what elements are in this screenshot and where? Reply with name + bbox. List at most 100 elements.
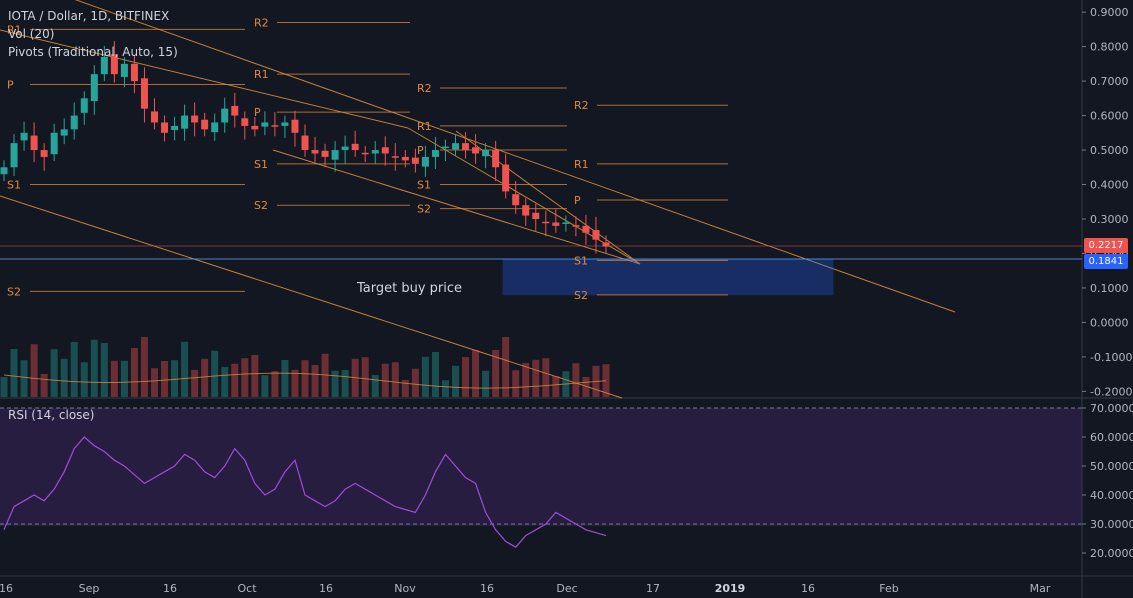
volume-bar	[40, 374, 48, 397]
volume-bar	[271, 371, 279, 397]
pivot-label-r2: R2	[417, 82, 432, 95]
volume-bar	[371, 375, 379, 397]
pivot-label-p: P	[417, 144, 424, 157]
candle-body	[80, 98, 88, 113]
candle-body	[50, 132, 58, 155]
volume-bar	[80, 362, 88, 397]
volume-bar	[452, 365, 459, 397]
volume-bar	[201, 358, 209, 397]
candle-body	[90, 74, 98, 102]
volume-bar	[552, 376, 560, 397]
candle-body	[20, 132, 28, 141]
candle-body	[301, 135, 309, 151]
candle-body	[161, 122, 169, 133]
volume-bar	[391, 362, 399, 397]
candle-body	[552, 222, 560, 226]
candle-body	[602, 242, 610, 247]
rsi-indicator-label[interactable]: RSI (14, close)	[8, 408, 95, 422]
volume-bar	[492, 350, 500, 397]
candle-body	[30, 135, 38, 151]
rsi-tick-label: 20.0000	[1090, 547, 1133, 560]
time-tick-label: 16	[480, 582, 494, 595]
rsi-line	[3, 436, 607, 548]
time-tick-label: 16	[163, 582, 177, 595]
volume-bar	[311, 365, 319, 397]
volume-bar	[221, 367, 229, 397]
candle-body	[181, 115, 189, 129]
candle-body	[311, 150, 319, 154]
pivot-label-s2: S2	[254, 199, 268, 212]
volume-bar	[251, 355, 259, 397]
candle-body	[70, 115, 78, 130]
candle-body	[110, 54, 118, 75]
candle-body	[100, 56, 108, 75]
candle-body	[542, 221, 550, 224]
candle-body	[361, 152, 369, 155]
volume-bar	[100, 343, 108, 397]
pivot-label-s2: S2	[417, 203, 431, 216]
volume-bar	[10, 349, 18, 397]
volume-bar	[120, 360, 128, 397]
candle-body	[532, 212, 540, 219]
pivot-label-s1: S1	[7, 179, 21, 192]
candle-body	[421, 156, 429, 167]
time-tick-label: 17	[646, 582, 660, 595]
price-tick-label: 0.3000	[1090, 213, 1129, 226]
symbol-title: IOTA / Dollar, 1D, BITFINEX	[8, 9, 170, 23]
candle-body	[191, 115, 199, 123]
price-tick-label: 0.4000	[1090, 179, 1129, 192]
candle-body	[452, 143, 459, 150]
volume-bar	[261, 375, 269, 397]
trendline	[272, 149, 641, 265]
rsi-tick-label: 60.0000	[1090, 431, 1133, 444]
volume-bar	[572, 363, 580, 397]
volume-bar	[462, 357, 470, 397]
volume-bar	[381, 363, 389, 397]
price-tick-label: 0.9000	[1090, 6, 1129, 19]
candle-body	[251, 125, 259, 130]
candle-body	[431, 150, 439, 157]
volume-bar	[231, 363, 239, 397]
volume-bar	[502, 337, 510, 397]
volume-bar	[90, 339, 98, 397]
volume-bar	[532, 359, 540, 397]
time-tick-label: Nov	[394, 582, 416, 595]
volume-bar	[421, 356, 429, 397]
time-tick-label: Mar	[1030, 582, 1051, 595]
target-buy-zone	[502, 258, 834, 296]
pivot-label-r2: R2	[574, 99, 589, 112]
time-tick-label: 16	[319, 582, 333, 595]
volume-bar	[602, 364, 610, 397]
candle-body	[482, 150, 490, 157]
pivots-indicator-label[interactable]: Pivots (Traditional, Auto, 15)	[8, 45, 178, 59]
volume-indicator-label[interactable]: Vol (20)	[8, 27, 55, 41]
pivot-label-p: P	[574, 194, 581, 207]
pivot-label-r1: R1	[254, 68, 269, 81]
rsi-tick-label: 40.0000	[1090, 489, 1133, 502]
candle-body	[522, 205, 530, 216]
volume-bar	[211, 350, 219, 397]
volume-bar	[401, 380, 409, 397]
time-tick-label: 16	[801, 582, 815, 595]
volume-bar	[441, 380, 449, 397]
price-tick-label: -0.2000	[1090, 385, 1132, 398]
candle-body	[381, 147, 389, 154]
pivot-label-r1: R1	[574, 158, 589, 171]
volume-bar	[70, 342, 78, 397]
pivot-label-s1: S1	[417, 179, 431, 192]
price-tick-label: -0.1000	[1090, 351, 1132, 364]
candle-body	[492, 150, 500, 168]
volume-bar	[341, 370, 349, 397]
volume-bar	[431, 352, 439, 397]
candle-body	[10, 143, 18, 168]
candle-body	[151, 111, 158, 123]
volume-bar	[522, 363, 530, 397]
candle-body	[60, 129, 68, 136]
volume-bar	[171, 360, 179, 397]
volume-bar	[281, 360, 289, 397]
candle-body	[562, 222, 570, 224]
candle-body	[321, 150, 329, 157]
pivot-label-s2: S2	[574, 289, 588, 302]
candle-body	[291, 119, 299, 133]
